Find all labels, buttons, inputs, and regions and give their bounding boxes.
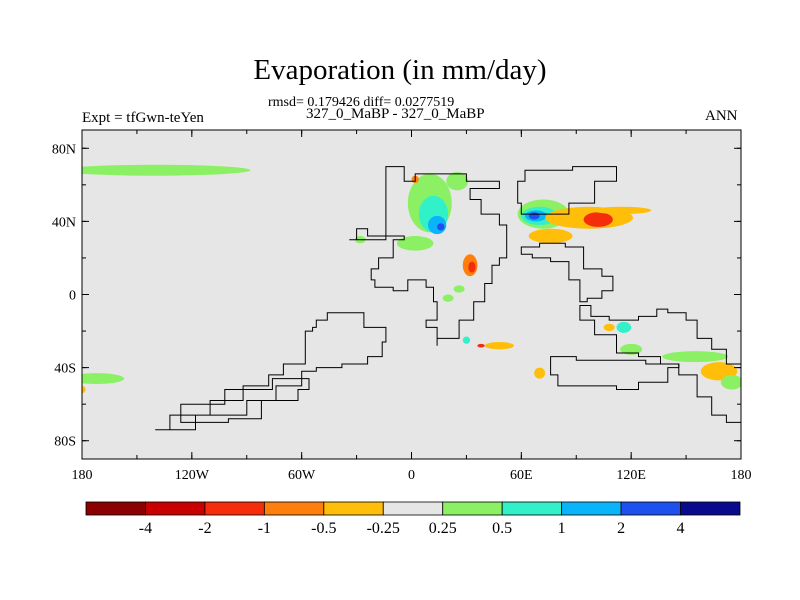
colorbar-box — [145, 501, 206, 516]
field-anomaly — [462, 336, 471, 344]
field-anomaly — [446, 172, 469, 191]
field-anomaly — [453, 285, 465, 293]
coastline — [349, 166, 508, 346]
chart-subtitle: 327_0_MaBP - 327_0_MaBP — [306, 106, 485, 122]
x-tick-label: 120W — [175, 468, 210, 483]
field-anomaly — [82, 385, 86, 394]
field-anomaly — [534, 367, 546, 379]
field-anomaly — [468, 261, 476, 273]
field-anomaly — [442, 294, 454, 302]
coastline — [550, 356, 680, 390]
colorbar-label: -1 — [258, 520, 271, 537]
colorbar-label: 0.5 — [492, 520, 512, 537]
field-anomaly — [620, 343, 643, 355]
x-tick-label: 180 — [72, 468, 93, 483]
colorbar-box — [382, 501, 444, 516]
season-label: ANN — [705, 108, 738, 124]
colorbar-box — [204, 501, 265, 516]
colorbar-box — [501, 501, 563, 516]
x-tick-label: 60E — [510, 468, 533, 483]
field-anomaly — [662, 351, 729, 363]
coastline — [579, 305, 741, 423]
coastline — [520, 242, 614, 303]
field-anomaly — [720, 374, 741, 390]
field-anomaly — [616, 321, 632, 333]
y-tick-label: 0 — [69, 289, 76, 304]
field-anomaly — [82, 164, 251, 176]
stats-text: rmsd= 0.179426 diff= 0.0277519 — [268, 95, 455, 110]
field-anomaly — [603, 323, 615, 332]
field-anomaly — [528, 212, 540, 220]
colorbar-label: 2 — [617, 520, 625, 537]
colorbar-box — [680, 501, 741, 516]
y-tick-label: 40S — [54, 362, 76, 377]
colorbar-box — [620, 501, 681, 516]
x-tick-label: 0 — [408, 468, 415, 483]
coastline — [517, 166, 617, 215]
experiment-label: Expt = tfGwn-teYen — [82, 110, 204, 126]
coastline-layer — [155, 166, 741, 431]
field-anomaly — [396, 236, 434, 251]
field-anomaly — [484, 342, 515, 350]
field-anomaly — [583, 212, 613, 227]
colorbar-label: -4 — [139, 520, 152, 537]
y-tick-label: 80N — [52, 142, 76, 157]
y-tick-label: 40N — [52, 215, 76, 230]
field-anomaly — [437, 223, 445, 231]
field-anomaly — [82, 373, 125, 385]
chart-title: Evaporation (in mm/day) — [253, 54, 547, 86]
colorbar-box — [323, 501, 384, 516]
x-tick-label: 120E — [616, 468, 646, 483]
colorbar-label: 4 — [677, 520, 685, 537]
field-layer — [82, 164, 741, 394]
x-tick-label: 180 — [731, 468, 752, 483]
colorbar-box — [85, 501, 146, 516]
colorbar-box — [561, 501, 622, 516]
colorbar-label: 1 — [558, 520, 566, 537]
colorbar-label: 0.25 — [429, 520, 457, 537]
colorbar-label: -2 — [198, 520, 211, 537]
field-anomaly — [592, 206, 652, 215]
field-anomaly — [528, 228, 573, 244]
field-anomaly — [477, 343, 485, 348]
x-tick-label: 60W — [288, 468, 316, 483]
colorbar-box — [442, 501, 503, 516]
y-tick-label: 80S — [54, 435, 76, 450]
colorbar-label: -0.25 — [367, 520, 400, 537]
coastline — [180, 378, 310, 423]
colorbar-label: -0.5 — [311, 520, 336, 537]
colorbar-box — [263, 501, 325, 516]
